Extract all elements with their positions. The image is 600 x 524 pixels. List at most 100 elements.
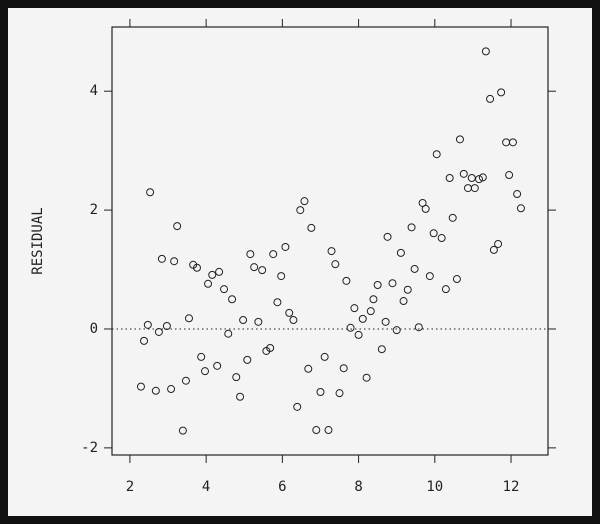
y-axis-label: RESIDUAL xyxy=(30,207,46,274)
point xyxy=(300,197,309,206)
point xyxy=(157,254,166,263)
y-tick-label: -2 xyxy=(81,440,98,456)
point xyxy=(285,308,294,317)
point xyxy=(470,184,479,193)
point xyxy=(320,352,329,361)
point xyxy=(425,272,434,281)
point xyxy=(373,280,382,289)
point xyxy=(296,206,305,215)
point xyxy=(289,316,298,325)
point xyxy=(437,234,446,243)
point xyxy=(146,188,155,197)
point xyxy=(377,345,386,354)
point xyxy=(366,307,375,316)
point xyxy=(339,364,348,373)
point xyxy=(346,323,355,332)
point xyxy=(184,314,193,323)
y-tick-label: 4 xyxy=(90,83,98,99)
point xyxy=(178,426,187,435)
point xyxy=(505,171,514,180)
point xyxy=(410,264,419,273)
point xyxy=(414,323,423,332)
point xyxy=(497,88,506,97)
panel-background xyxy=(8,8,592,516)
point xyxy=(455,135,464,144)
x-tick-label: 8 xyxy=(354,479,362,495)
point xyxy=(513,190,522,199)
point xyxy=(266,344,275,352)
point xyxy=(324,426,333,435)
point xyxy=(258,266,267,275)
point xyxy=(250,263,259,272)
point xyxy=(383,232,392,241)
point xyxy=(407,223,416,232)
point xyxy=(304,364,313,373)
point xyxy=(224,329,233,338)
point xyxy=(335,389,344,398)
point xyxy=(232,373,241,382)
point xyxy=(162,322,171,331)
point xyxy=(192,263,201,272)
point xyxy=(181,376,190,385)
y-tick-label: 2 xyxy=(90,202,98,218)
point xyxy=(396,248,405,257)
point xyxy=(452,275,461,284)
point xyxy=(445,173,454,182)
point xyxy=(254,317,263,326)
point xyxy=(478,173,487,182)
point xyxy=(246,250,255,259)
point xyxy=(228,295,237,304)
point xyxy=(358,314,367,323)
point xyxy=(204,279,213,288)
point xyxy=(381,317,390,326)
point xyxy=(392,326,401,335)
point xyxy=(136,382,145,391)
point xyxy=(481,47,490,56)
x-tick-label: 10 xyxy=(426,479,443,495)
point xyxy=(327,247,336,256)
point xyxy=(215,267,224,276)
point xyxy=(167,385,176,394)
point xyxy=(243,355,252,364)
point xyxy=(369,295,378,304)
point xyxy=(173,222,182,231)
point xyxy=(312,426,321,435)
point xyxy=(342,276,351,285)
x-tick-label: 2 xyxy=(126,479,134,495)
point xyxy=(399,297,408,306)
point xyxy=(432,150,441,159)
point xyxy=(362,373,371,382)
point xyxy=(197,352,206,361)
plot-frame xyxy=(111,26,549,456)
point xyxy=(213,361,222,370)
point xyxy=(143,320,152,329)
point xyxy=(220,285,229,294)
point xyxy=(508,138,517,147)
point xyxy=(307,223,316,232)
x-tick-label: 6 xyxy=(278,479,286,495)
point xyxy=(236,392,245,401)
point xyxy=(403,285,412,294)
point xyxy=(277,272,286,281)
point xyxy=(388,279,397,288)
point xyxy=(154,327,163,336)
point xyxy=(350,304,359,313)
point xyxy=(316,387,325,396)
point xyxy=(140,336,149,345)
point xyxy=(170,257,179,266)
point xyxy=(281,242,290,251)
point xyxy=(441,285,450,294)
x-tick-label: 12 xyxy=(503,479,520,495)
point xyxy=(459,169,468,178)
point xyxy=(475,175,484,184)
point xyxy=(293,402,302,411)
point xyxy=(151,386,160,395)
point xyxy=(354,330,363,339)
point xyxy=(273,298,282,307)
point xyxy=(421,204,430,213)
point xyxy=(448,213,457,222)
x-tick-label: 4 xyxy=(202,479,210,495)
point xyxy=(269,250,278,259)
point xyxy=(429,229,438,238)
